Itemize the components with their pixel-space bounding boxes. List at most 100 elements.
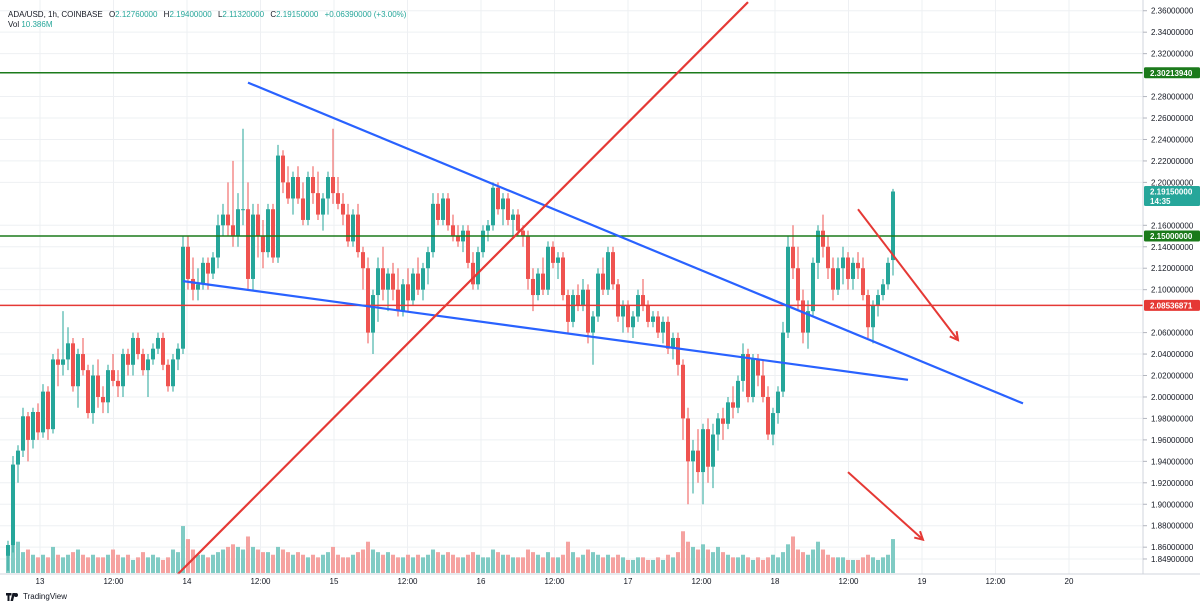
candle-body: [571, 295, 575, 322]
volume-bar: [351, 554, 355, 573]
time-tick-label: 12:00: [103, 577, 124, 586]
green_level-badge: [1144, 230, 1200, 242]
price-tick-label: 2.00000000: [1151, 393, 1194, 402]
volume-bar: [771, 554, 775, 573]
volume-bar: [886, 554, 890, 573]
candle-body: [371, 295, 375, 333]
volume-bar: [761, 559, 765, 573]
candle-body: [606, 252, 610, 290]
volume-bar: [191, 549, 195, 573]
candle-body: [156, 337, 160, 349]
price-tick-label: 2.36000000: [1151, 7, 1194, 16]
volume-bar: [791, 536, 795, 573]
candle-body: [36, 411, 40, 433]
candle-body: [376, 268, 380, 296]
volume-bar: [206, 557, 210, 573]
candle-body: [706, 429, 710, 467]
volume-bar: [786, 544, 790, 573]
candle-body: [351, 214, 355, 242]
candle-body: [56, 359, 60, 365]
candle-body: [6, 545, 10, 556]
time-tick-label: 12:00: [544, 577, 565, 586]
volume-bar: [471, 552, 475, 573]
blue-trendline: [247, 81, 1024, 405]
candle-body: [491, 187, 495, 226]
candle-body: [506, 198, 510, 220]
volume-bar: [376, 552, 380, 573]
candle-body: [206, 262, 210, 274]
candle-body: [431, 203, 435, 253]
volume-bar: [251, 546, 255, 573]
volume-bar: [381, 554, 385, 573]
volume-label: Vol: [8, 20, 20, 29]
candle-body: [641, 295, 645, 306]
volume-bar: [136, 557, 140, 573]
volume-bar: [441, 554, 445, 573]
candle-body: [146, 359, 150, 371]
volume-bar: [316, 557, 320, 573]
candle-body: [201, 262, 205, 285]
candle-body: [596, 273, 600, 317]
candle-body: [66, 343, 70, 360]
volume-bar: [501, 554, 505, 573]
volume-bar: [116, 554, 120, 573]
volume-bar: [731, 557, 735, 573]
volume-bar: [881, 557, 885, 573]
volume-bar: [256, 549, 260, 573]
candle-body: [486, 225, 490, 231]
volume-bar: [311, 554, 315, 573]
volume-legend: Vol 10.386M: [8, 20, 53, 29]
price-axis[interactable]: 2.36000000 2.34000000 2.32000000 2.28000000…: [1143, 7, 1194, 564]
red_level-badge: [1144, 299, 1200, 311]
candle-body: [51, 359, 55, 430]
volume-bar: [741, 554, 745, 573]
candle-body: [581, 289, 585, 306]
candle-body: [341, 203, 345, 215]
time-axis[interactable]: 13 12:00 14 12:00 15 12:00 16 12:00 17 12:00 18 12:…: [36, 577, 1074, 586]
time-tick-label: 17: [624, 577, 633, 586]
candle-body: [76, 354, 80, 387]
candle-body: [391, 273, 395, 290]
candle-body: [676, 337, 680, 365]
candle-body: [311, 177, 315, 194]
volume-bar: [86, 557, 90, 573]
candle-body: [211, 257, 215, 274]
candle-body: [716, 418, 720, 435]
price-tick-label: 2.14000000: [1151, 243, 1194, 252]
volume-bar: [491, 549, 495, 573]
candle-body: [806, 311, 810, 333]
candle-body: [471, 262, 475, 285]
volume-bar: [91, 554, 95, 573]
candle-body: [31, 411, 35, 440]
candle-body: [446, 198, 450, 226]
time-tick-label: 12:00: [985, 577, 1006, 586]
volume-bar: [726, 554, 730, 573]
symbol-label[interactable]: ADA/USD, 1h, COINBASE: [8, 10, 103, 19]
tradingview-icon: [6, 592, 18, 601]
candle-body: [291, 177, 295, 199]
candle-body: [421, 268, 425, 290]
candle-body: [136, 337, 140, 355]
red-trendline: [177, 1, 749, 575]
candle-body: [261, 236, 265, 253]
candle-body: [176, 348, 180, 360]
volume-bar: [531, 552, 535, 573]
candle-body: [611, 252, 615, 285]
candle-body: [476, 252, 480, 285]
candle-body: [886, 262, 890, 285]
volume-bar: [366, 541, 370, 573]
volume-bar: [576, 557, 580, 573]
volume-bar: [426, 554, 430, 573]
volume-bar: [566, 541, 570, 573]
volume-bar: [611, 557, 615, 573]
tradingview-logo[interactable]: TradingView: [6, 592, 67, 601]
volume-bar: [306, 557, 310, 573]
candle-body: [621, 305, 625, 317]
volume-bar: [521, 557, 525, 573]
volume-bar: [221, 549, 225, 573]
red-arrow-line: [857, 208, 959, 341]
volume-bar: [111, 549, 115, 573]
volume-bar: [876, 559, 880, 573]
volume-bar: [476, 554, 480, 573]
